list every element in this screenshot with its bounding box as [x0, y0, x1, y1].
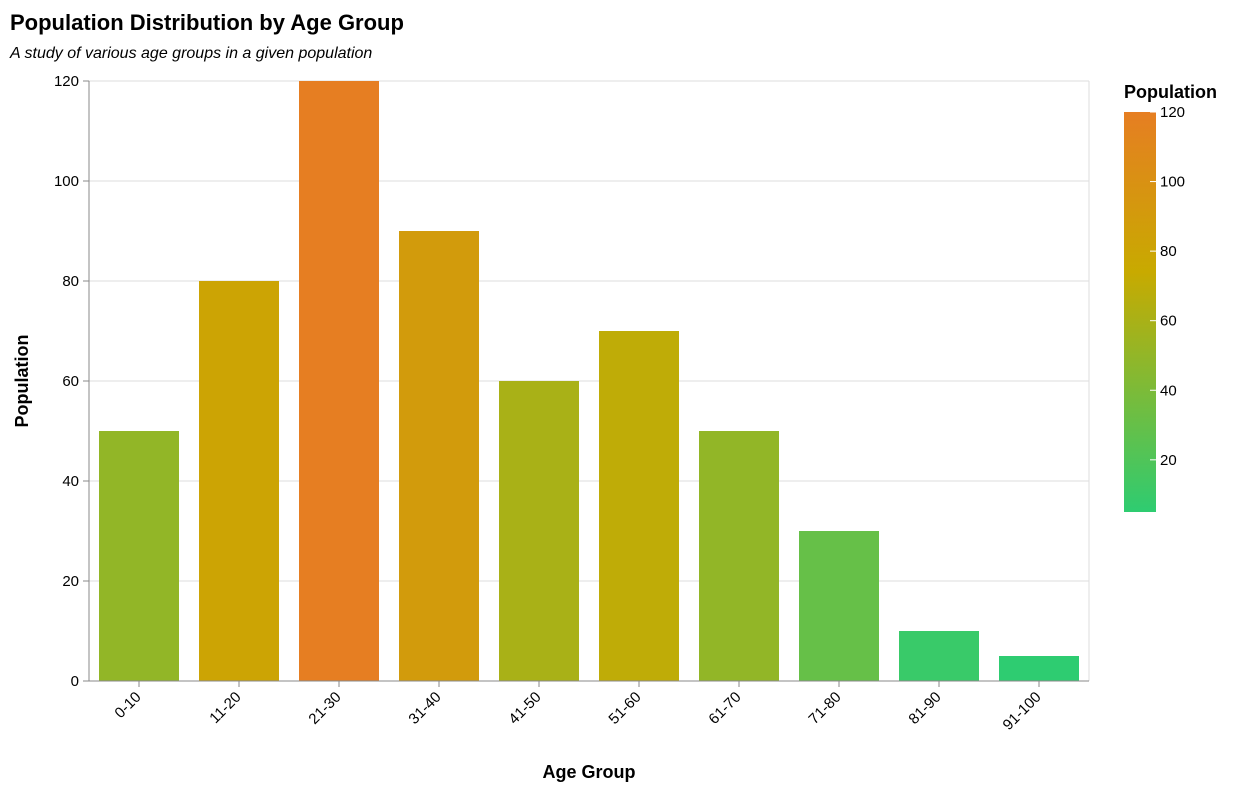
x-tick-label: 21-30 [305, 689, 344, 728]
chart-subtitle: A study of various age groups in a given… [9, 45, 372, 62]
legend-ticks: 20 40 60 80 100 120 [1150, 104, 1185, 469]
x-tick-label: 31-40 [405, 689, 444, 728]
legend-color-bar [1124, 112, 1156, 512]
bar-71-80[interactable] [799, 531, 879, 681]
legend-tick-label: 120 [1160, 104, 1185, 121]
legend-tick-label: 60 [1160, 313, 1177, 330]
x-tick-label: 61-70 [705, 689, 744, 728]
y-tick-label: 120 [54, 73, 79, 90]
bar-31-40[interactable] [399, 231, 479, 681]
bar-41-50[interactable] [499, 381, 579, 681]
x-tick-label: 71-80 [805, 689, 844, 728]
x-tick-label: 51-60 [605, 689, 644, 728]
legend: Population 20 40 60 80 100 120 [1124, 82, 1217, 512]
y-tick-label: 60 [62, 373, 79, 390]
x-axis-title: Age Group [543, 762, 636, 782]
bar-81-90[interactable] [899, 631, 979, 681]
x-tick-label: 91-100 [1000, 689, 1045, 734]
x-tick-label: 81-90 [905, 689, 944, 728]
legend-tick-label: 100 [1160, 174, 1185, 191]
bar-51-60[interactable] [599, 331, 679, 681]
legend-tick-label: 40 [1160, 382, 1177, 399]
bar-21-30[interactable] [299, 81, 379, 681]
y-axis-title: Population [12, 335, 32, 428]
y-tick-label: 100 [54, 173, 79, 190]
legend-tick-label: 20 [1160, 452, 1177, 469]
y-tick-label: 20 [62, 573, 79, 590]
legend-tick-label: 80 [1160, 243, 1177, 260]
y-tick-label: 0 [71, 673, 79, 690]
x-tick-label: 11-20 [206, 689, 244, 727]
bar-0-10[interactable] [99, 431, 179, 681]
bar-91-100[interactable] [999, 656, 1079, 681]
x-tick-label: 0-10 [111, 689, 144, 722]
chart-title: Population Distribution by Age Group [10, 10, 404, 35]
legend-title: Population [1124, 82, 1217, 102]
x-tick-label: 41-50 [505, 689, 544, 728]
y-tick-label: 80 [62, 273, 79, 290]
bars [99, 81, 1079, 681]
bar-61-70[interactable] [699, 431, 779, 681]
y-tick-label: 40 [62, 473, 79, 490]
bar-11-20[interactable] [199, 281, 279, 681]
